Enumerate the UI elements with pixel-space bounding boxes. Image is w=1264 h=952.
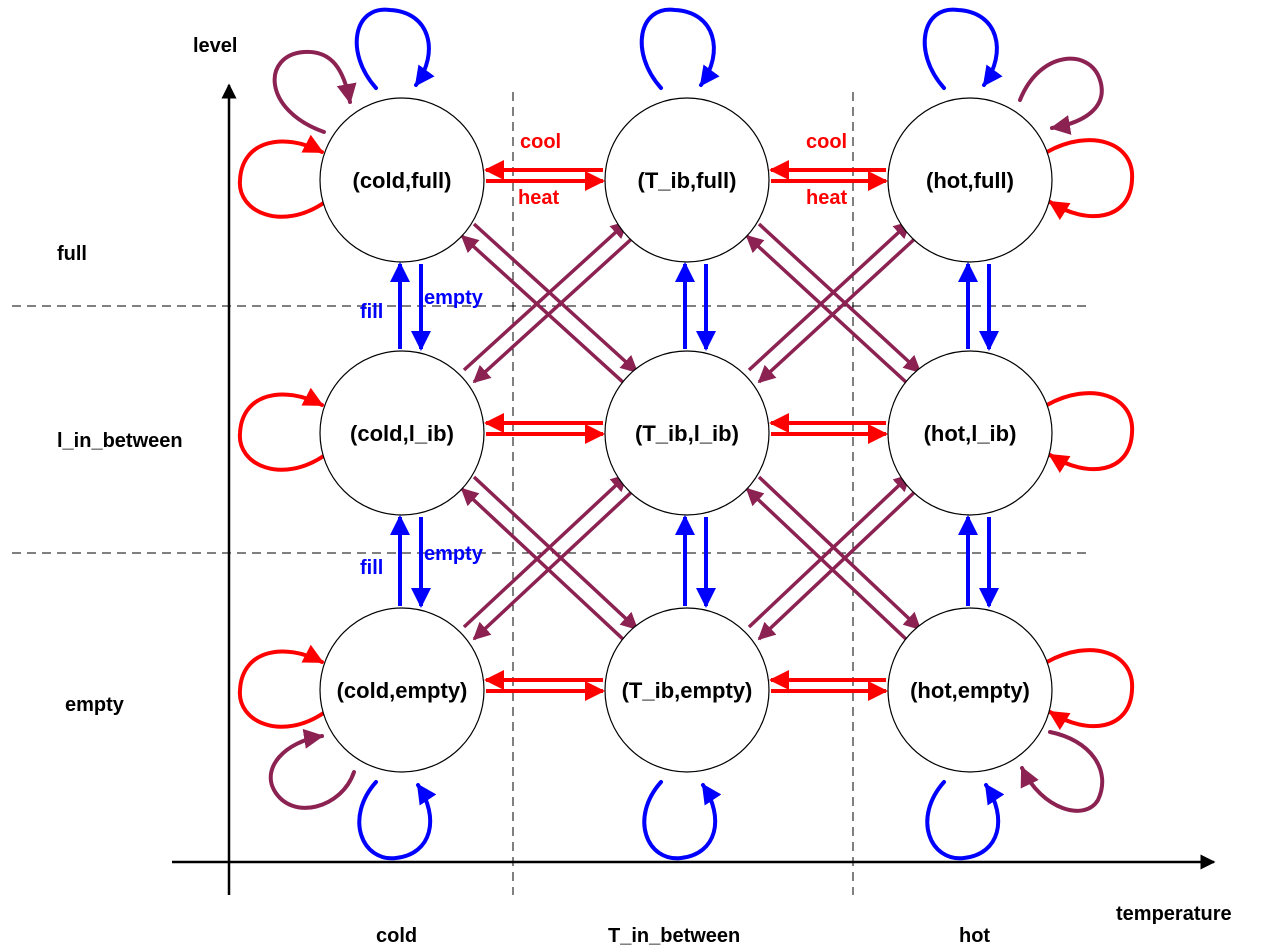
state-node: (hot,l_ib) (887, 350, 1053, 516)
axes (172, 83, 1216, 895)
state-label: (hot,empty) (910, 678, 1030, 703)
diagonal-arrow (462, 220, 629, 372)
state-label: (cold,empty) (337, 678, 468, 703)
diagonal-arrow (460, 234, 627, 386)
state-circle (887, 607, 1053, 773)
y-axis-title: level (193, 35, 237, 57)
diagonal-arrow (745, 234, 910, 386)
state-node: (cold,l_ib) (319, 350, 485, 516)
state-label: (cold,l_ib) (350, 421, 454, 446)
diagonal-arrow (757, 232, 922, 384)
fill-label-1: fill (360, 301, 383, 323)
state-circle (887, 350, 1053, 516)
diagonal-arrow (472, 475, 639, 631)
state-circle (319, 97, 485, 263)
diagonal-arrow (745, 487, 910, 643)
self-loop-arrow (1045, 391, 1135, 474)
state-label: (cold,full) (353, 168, 452, 193)
heat-label-2: heat (806, 187, 847, 209)
column-label-t-in-between: T_in_between (608, 925, 740, 947)
state-circle (887, 97, 1053, 263)
diagonal-arrow (757, 485, 922, 641)
cool-label-1: cool (520, 131, 561, 153)
self-loop-arrow (1018, 56, 1104, 135)
x-axis-title: temperature (1116, 903, 1232, 925)
self-loop-arrow (642, 780, 722, 861)
self-loop-arrow (639, 7, 720, 90)
diagonal-arrow (462, 473, 629, 629)
state-label: (T_ib,l_ib) (635, 421, 739, 446)
state-circle (604, 97, 770, 263)
empty-label-1: empty (424, 287, 484, 309)
self-loop-arrow (237, 387, 327, 472)
state-circle (319, 350, 485, 516)
self-loop-arrow (922, 7, 1003, 90)
state-label: (hot,full) (926, 168, 1014, 193)
state-node: (hot,empty) (887, 607, 1053, 773)
self-loop-arrow (1020, 730, 1105, 813)
row-label-l-in-between: l_in_between (57, 430, 183, 452)
state-node: (hot,full) (887, 97, 1053, 263)
self-loop-arrow (1045, 138, 1135, 221)
self-loop-arrow (354, 7, 435, 90)
state-node: (cold,full) (319, 97, 485, 263)
heat-label-1: heat (518, 187, 559, 209)
state-label: (T_ib,empty) (622, 678, 753, 703)
state-node: (T_ib,full) (604, 97, 770, 263)
self-loop-arrow (237, 644, 327, 729)
column-label-hot: hot (959, 925, 990, 947)
self-loop-arrow (268, 728, 356, 810)
diagonal-arrow (472, 485, 639, 641)
diagonal-arrow (460, 487, 627, 643)
state-node: (T_ib,empty) (604, 607, 770, 773)
self-loop-arrow (272, 49, 357, 134)
diagonal-arrow (472, 232, 639, 384)
states: (cold,full) (T_ib,full) (hot,full) (cold,l_… (319, 97, 1053, 773)
diagonal-arrow (747, 473, 912, 629)
state-circle (604, 350, 770, 516)
self-loop-arrow (1045, 648, 1135, 731)
cool-label-2: cool (806, 131, 847, 153)
diagonal-arrow (472, 222, 639, 374)
diagonal-arrow (757, 475, 922, 631)
transitions (237, 7, 1135, 861)
state-circle (319, 607, 485, 773)
diagonal-arrow (757, 222, 922, 374)
state-label: (T_ib,full) (638, 168, 737, 193)
fill-label-2: fill (360, 557, 383, 579)
self-loop-arrow (237, 134, 327, 219)
diagonal-arrow (747, 220, 912, 372)
column-label-cold: cold (376, 925, 417, 947)
state-label: (hot,l_ib) (924, 421, 1017, 446)
empty-label-2: empty (424, 543, 484, 565)
row-label-empty: empty (65, 694, 125, 716)
state-circle (604, 607, 770, 773)
self-loop-arrow (357, 780, 437, 861)
row-label-full: full (57, 243, 87, 265)
state-node: (T_ib,l_ib) (604, 350, 770, 516)
self-loop-arrow (925, 780, 1005, 861)
state-node: (cold,empty) (319, 607, 485, 773)
